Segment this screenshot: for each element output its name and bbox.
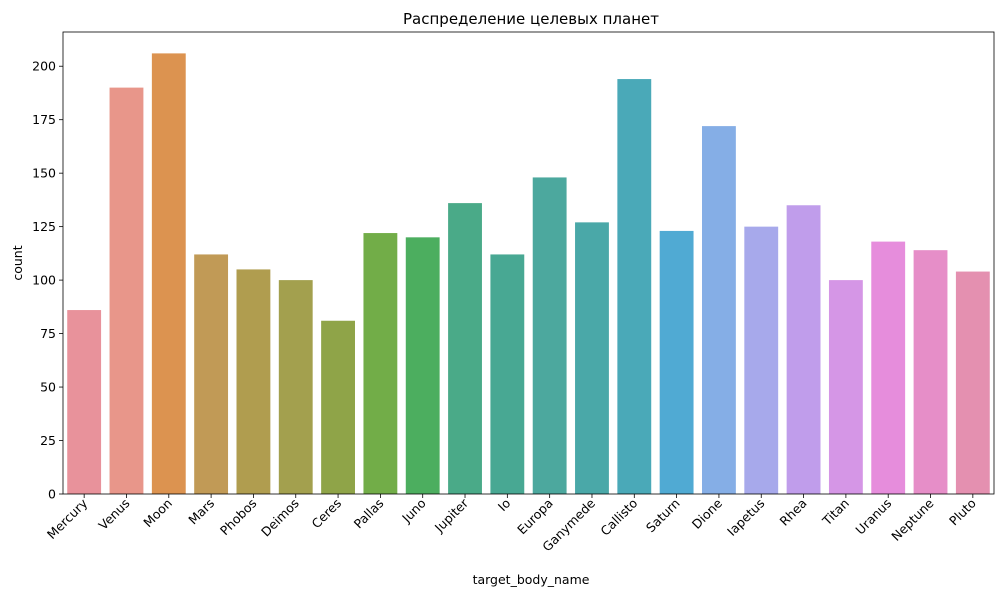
y-tick-label: 25 (40, 433, 56, 448)
bar-io (490, 254, 525, 494)
bar-europa (532, 177, 567, 494)
bar-pluto (955, 271, 990, 494)
x-tick-label: Rhea (777, 496, 810, 529)
x-tick-label: Phobos (217, 496, 260, 539)
bar-dione (702, 126, 736, 495)
chart-title: Распределение целевых планет (403, 10, 659, 28)
x-axis-label: target_body_name (473, 572, 590, 587)
x-tick-label: Iapetus (724, 496, 767, 539)
bar-iapetus (744, 226, 779, 494)
bar-phobos (236, 269, 271, 494)
y-axis-label: count (10, 245, 25, 280)
x-tick-label: Pluto (946, 496, 979, 529)
bar-venus (109, 87, 144, 495)
bar-juno (405, 237, 440, 494)
y-tick-label: 100 (32, 273, 56, 288)
bar-rhea (786, 205, 821, 494)
x-tick-label: Moon (140, 496, 175, 531)
bar-titan (828, 280, 863, 494)
bar-neptune (913, 250, 948, 494)
y-axis: 0 25 50 75 100 125 150 175 200 (32, 59, 63, 502)
bar-mars (194, 254, 229, 494)
bar-ceres (321, 320, 355, 494)
bar-jupiter (448, 203, 482, 495)
x-tick-label: Juno (398, 496, 429, 527)
x-tick-label: Neptune (888, 495, 937, 544)
bar-moon (151, 53, 186, 494)
x-tick-label: Deimos (258, 496, 302, 540)
bar-saturn (659, 230, 694, 495)
x-tick-label: Ceres (309, 496, 345, 532)
y-tick-label: 75 (40, 326, 56, 341)
x-tick-label: Jupiter (431, 495, 472, 536)
plot-frame (62, 31, 995, 495)
y-tick-label: 200 (32, 59, 56, 74)
bar-mercury (67, 310, 102, 494)
bar-uranus (871, 241, 906, 494)
x-tick-label: Uranus (852, 496, 894, 538)
y-tick-label: 125 (32, 219, 56, 234)
bar-deimos (278, 280, 313, 494)
x-tick-label: Io (495, 496, 514, 515)
bars-group (67, 53, 990, 495)
y-tick-label: 175 (32, 112, 56, 127)
bar-callisto (617, 79, 652, 494)
x-tick-label: Europa (514, 496, 556, 538)
x-tick-label: Mercury (44, 495, 91, 542)
x-tick-label: Titan (819, 496, 852, 529)
x-tick-label: Mars (185, 496, 217, 528)
y-tick-label: 150 (32, 166, 56, 181)
x-tick-label: Saturn (643, 496, 683, 536)
y-tick-label: 50 (40, 380, 56, 395)
x-tick-label: Callisto (597, 496, 640, 539)
y-tick-label: 0 (48, 487, 56, 502)
x-tick-label: Venus (95, 496, 132, 533)
x-tick-label: Dione (689, 495, 726, 532)
bar-ganymede (575, 222, 609, 495)
bar-pallas (363, 233, 398, 494)
x-tick-label: Pallas (351, 496, 387, 532)
